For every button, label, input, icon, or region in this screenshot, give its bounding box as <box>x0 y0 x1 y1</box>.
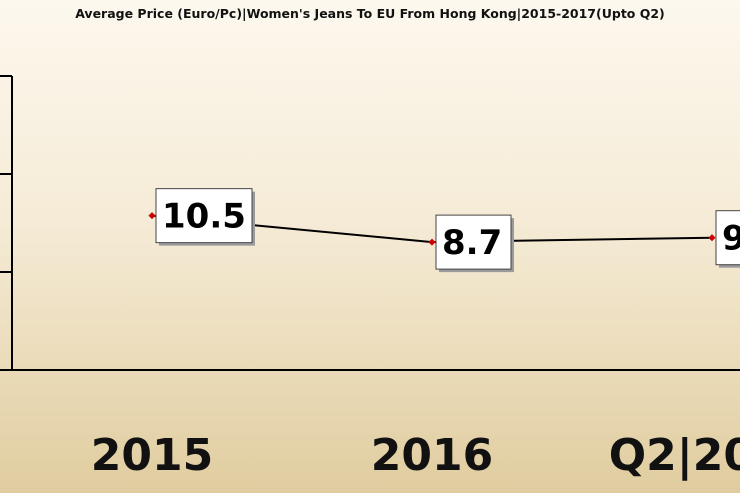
x-tick-label: 2016 <box>371 430 493 481</box>
data-label: 8.7 <box>435 214 514 273</box>
data-label-text: 10.5 <box>162 197 246 237</box>
data-point <box>428 238 436 246</box>
x-tick-label: 2015 <box>91 430 213 481</box>
data-label-box <box>715 210 740 266</box>
label-layer: 10.5 8.7 9 <box>155 188 740 273</box>
data-label-text: 9 <box>722 219 740 259</box>
data-point <box>708 234 716 242</box>
chart-title: Average Price (Euro/Pc)|Women's Jeans To… <box>75 6 665 21</box>
data-point <box>148 212 156 220</box>
data-label-text: 8.7 <box>442 223 502 263</box>
category-label-layer: 2015 2016 Q2|2017 <box>91 430 740 481</box>
data-label-box <box>155 188 253 244</box>
data-label: 9 <box>715 210 740 268</box>
data-label: 10.5 <box>155 188 255 246</box>
data-label-box <box>435 214 512 270</box>
x-tick-label: Q2|2017 <box>609 430 740 481</box>
axis-layer <box>0 75 740 371</box>
marker-layer <box>148 212 716 246</box>
